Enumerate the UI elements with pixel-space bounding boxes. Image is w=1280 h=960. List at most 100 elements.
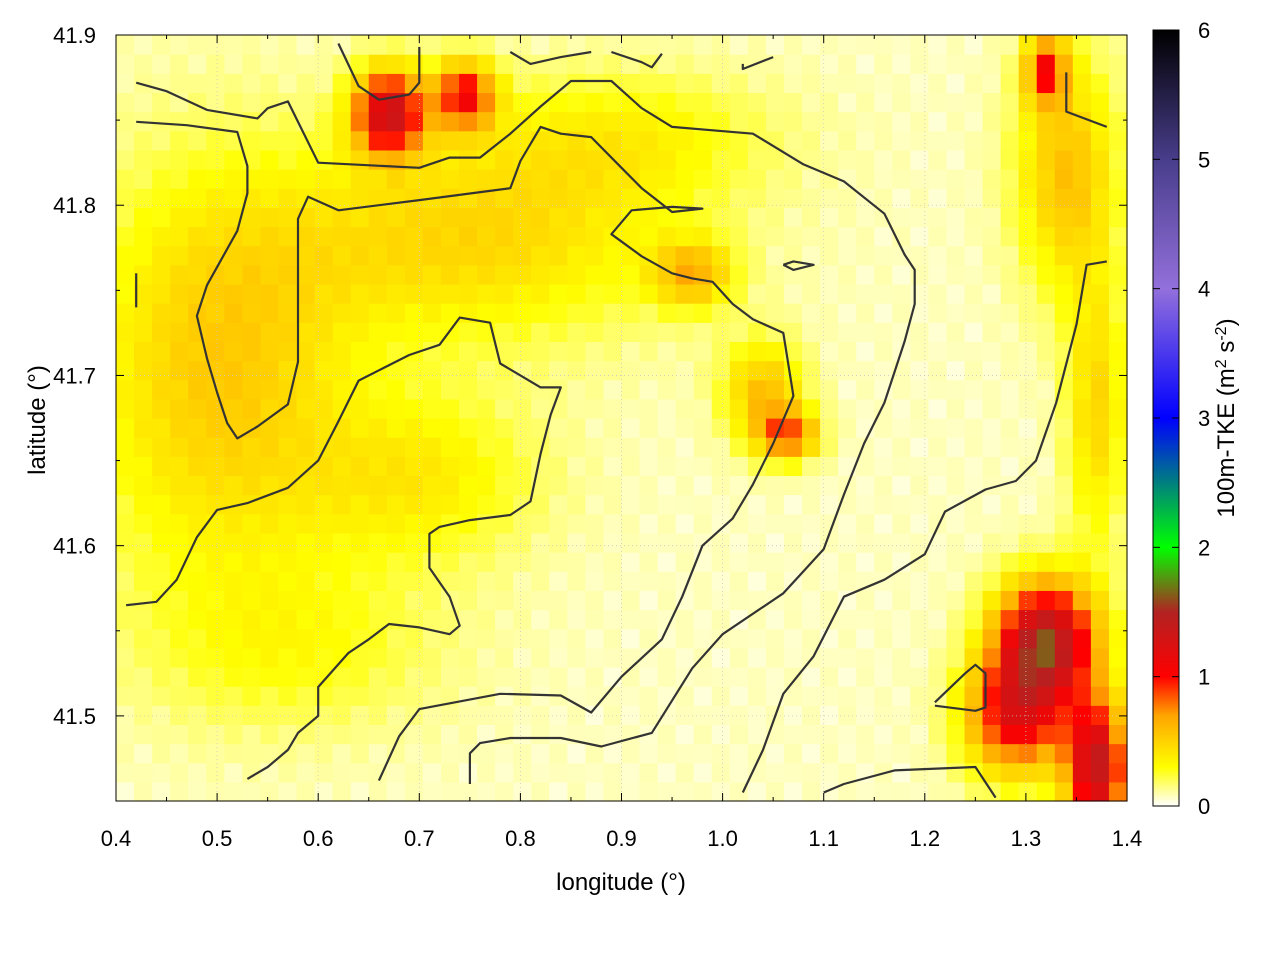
heatmap-cell xyxy=(134,283,153,304)
heatmap-cell xyxy=(603,513,623,534)
heatmap-cell xyxy=(404,360,424,381)
heatmap-cell xyxy=(440,571,460,591)
heatmap-cell xyxy=(856,743,875,764)
heatmap-cell xyxy=(242,532,262,553)
heatmap-cell xyxy=(278,398,298,419)
heatmap-cell xyxy=(170,360,189,381)
heatmap-cell xyxy=(1054,762,1074,783)
heatmap-cell xyxy=(206,322,225,342)
heatmap-cell xyxy=(1054,513,1074,534)
heatmap-cell xyxy=(657,781,677,802)
heatmap-cell xyxy=(152,303,171,323)
heatmap-cell xyxy=(242,571,262,591)
heatmap-cell xyxy=(152,590,171,611)
heatmap-cell xyxy=(134,169,153,189)
heatmap-cell xyxy=(1000,532,1020,553)
heatmap-cell xyxy=(765,743,785,764)
heatmap-cell xyxy=(964,647,984,668)
heatmap-cell xyxy=(964,379,984,400)
heatmap-cell xyxy=(134,647,153,668)
heatmap-cell xyxy=(1090,264,1110,285)
heatmap-cell xyxy=(549,647,568,668)
heatmap-cell xyxy=(1054,475,1074,496)
heatmap-cell xyxy=(206,111,225,132)
heatmap-cell xyxy=(549,207,568,228)
heatmap-cell xyxy=(314,724,334,745)
heatmap-cell xyxy=(693,379,713,400)
heatmap-cell xyxy=(386,552,406,572)
heatmap-cell xyxy=(134,35,153,55)
heatmap-cell xyxy=(188,666,207,687)
heatmap-cell xyxy=(1072,647,1092,668)
heatmap-cell xyxy=(729,188,749,208)
heatmap-cell xyxy=(422,130,442,151)
heatmap-cell xyxy=(802,379,821,400)
heatmap-cell xyxy=(729,590,749,611)
heatmap-cell xyxy=(314,188,334,208)
heatmap-cell xyxy=(170,188,189,208)
heatmap-cell xyxy=(585,494,605,515)
heatmap-cell xyxy=(567,724,586,745)
heatmap-cell xyxy=(1018,666,1038,687)
heatmap-cell xyxy=(296,54,316,74)
heatmap-cell xyxy=(946,590,966,611)
colorbar-label-prefix: 100m-TKE (m xyxy=(1213,368,1240,517)
heatmap-cell xyxy=(260,743,280,764)
heatmap-cell xyxy=(639,130,659,151)
heatmap-cell xyxy=(152,647,171,668)
heatmap-cell xyxy=(188,686,207,706)
heatmap-cell xyxy=(874,552,893,572)
heatmap-cell xyxy=(152,494,171,515)
heatmap-cell xyxy=(170,149,189,170)
heatmap-cell xyxy=(188,647,207,668)
heatmap-cell xyxy=(459,571,478,591)
heatmap-cell xyxy=(838,686,857,706)
heatmap-cell xyxy=(152,92,171,113)
heatmap-cell xyxy=(260,341,280,362)
heatmap-cell xyxy=(621,341,641,362)
heatmap-cell xyxy=(513,666,532,687)
heatmap-cell xyxy=(314,303,334,323)
heatmap-cell xyxy=(260,360,280,381)
heatmap-cell xyxy=(224,647,243,668)
heatmap-cell xyxy=(982,207,1002,228)
heatmap-cell xyxy=(531,647,550,668)
heatmap-cell xyxy=(820,705,839,725)
heatmap-cell xyxy=(802,92,821,113)
heatmap-cell xyxy=(856,303,875,323)
heatmap-cell xyxy=(134,398,153,419)
heatmap-cell xyxy=(260,130,280,151)
heatmap-cell xyxy=(495,54,514,74)
heatmap-cell xyxy=(350,322,370,342)
heatmap-cell xyxy=(1018,494,1038,515)
heatmap-cell xyxy=(1054,92,1074,113)
heatmap-cell xyxy=(910,590,930,611)
heatmap-cell xyxy=(892,283,911,304)
heatmap-cell xyxy=(603,494,623,515)
heatmap-cell xyxy=(567,303,586,323)
heatmap-cell xyxy=(1108,322,1128,342)
heatmap-cell xyxy=(964,322,984,342)
heatmap-cell xyxy=(802,418,821,438)
heatmap-cell xyxy=(729,743,749,764)
heatmap-cell xyxy=(729,169,749,189)
heatmap-cell xyxy=(783,92,803,113)
heatmap-cell xyxy=(278,379,298,400)
heatmap-cell xyxy=(585,207,605,228)
heatmap-cell xyxy=(621,666,641,687)
heatmap-cell xyxy=(404,456,424,477)
heatmap-cell xyxy=(711,398,731,419)
heatmap-cell xyxy=(946,35,966,55)
heatmap-cell xyxy=(874,35,893,55)
heatmap-cell xyxy=(116,590,135,611)
heatmap-cell xyxy=(621,705,641,725)
heatmap-cell xyxy=(314,590,334,611)
heatmap-cell xyxy=(206,341,225,362)
heatmap-cell xyxy=(1108,647,1128,668)
heatmap-cell xyxy=(747,743,767,764)
heatmap-cell xyxy=(513,743,532,764)
heatmap-cell xyxy=(747,762,767,783)
heatmap-cell xyxy=(856,73,875,94)
heatmap-cell xyxy=(549,322,568,342)
heatmap-cell xyxy=(802,322,821,342)
